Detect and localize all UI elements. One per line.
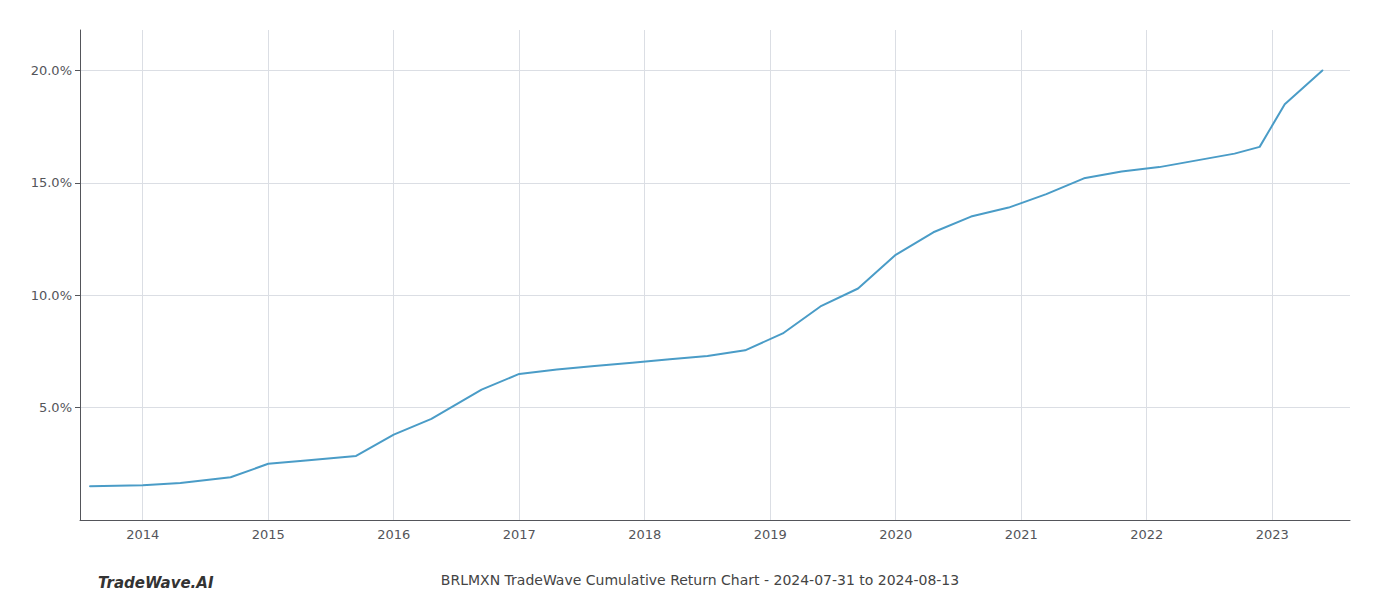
svg-text:5.0%: 5.0% xyxy=(39,400,72,415)
svg-text:2017: 2017 xyxy=(503,527,536,542)
svg-text:15.0%: 15.0% xyxy=(31,175,72,190)
svg-text:2021: 2021 xyxy=(1005,527,1038,542)
svg-text:20.0%: 20.0% xyxy=(31,63,72,78)
svg-text:BRLMXN TradeWave Cumulative Re: BRLMXN TradeWave Cumulative Return Chart… xyxy=(441,572,959,588)
svg-text:2018: 2018 xyxy=(628,527,661,542)
svg-text:2014: 2014 xyxy=(126,527,159,542)
svg-text:2015: 2015 xyxy=(252,527,285,542)
svg-text:TradeWave.AI: TradeWave.AI xyxy=(98,574,214,592)
svg-text:2020: 2020 xyxy=(879,527,912,542)
svg-text:10.0%: 10.0% xyxy=(31,288,72,303)
svg-text:2019: 2019 xyxy=(754,527,787,542)
svg-text:2022: 2022 xyxy=(1130,527,1163,542)
svg-text:2016: 2016 xyxy=(377,527,410,542)
svg-text:2023: 2023 xyxy=(1256,527,1289,542)
